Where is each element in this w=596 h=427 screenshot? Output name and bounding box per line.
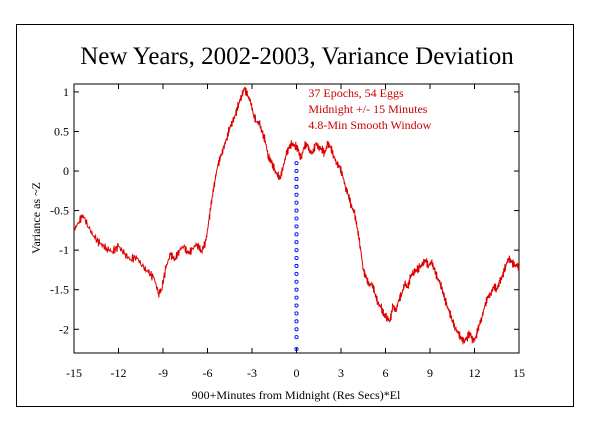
y-tick-label: -1 xyxy=(59,243,69,257)
x-tick-label: 12 xyxy=(469,366,481,380)
y-tick-label: 0.5 xyxy=(54,124,69,138)
marker-point xyxy=(294,184,299,189)
x-tick-label: 15 xyxy=(513,366,525,380)
marker-point xyxy=(294,327,299,332)
marker-point xyxy=(294,248,299,253)
annotation-line: 37 Epochs, 54 Eggs xyxy=(308,86,404,100)
marker-point xyxy=(294,295,299,300)
marker-point xyxy=(294,303,299,308)
marker-point xyxy=(294,287,299,292)
x-axis-label: 900+Minutes from Midnight (Res Secs)*El xyxy=(192,388,401,402)
marker-point xyxy=(294,176,299,181)
marker-point xyxy=(294,208,299,213)
midnight-markers xyxy=(294,161,299,352)
series-group xyxy=(73,86,520,345)
marker-point xyxy=(294,335,299,340)
plot-area xyxy=(73,83,520,354)
marker-point xyxy=(294,232,299,237)
marker-point xyxy=(294,271,299,276)
x-tick-label: 3 xyxy=(338,366,344,380)
x-tick-label: -6 xyxy=(203,366,213,380)
y-tick-label: -0.5 xyxy=(50,204,69,218)
annotation-line: 4.8-Min Smooth Window xyxy=(308,118,431,132)
marker-point xyxy=(294,319,299,324)
y-tick-label: 1 xyxy=(63,85,69,99)
y-tick-label: 0 xyxy=(63,164,69,178)
y-axis-label: Variance as ~Z xyxy=(29,182,43,254)
x-tick-label: -9 xyxy=(158,366,168,380)
x-tick-label: -12 xyxy=(111,366,127,380)
y-axis: 1 0.5 0 -0.5 -1 -1.5 -2 xyxy=(50,85,519,336)
x-tick-label: -3 xyxy=(247,366,257,380)
x-axis: -15 -12 -9 -6 -3 0 3 6 9 12 15 xyxy=(66,84,525,380)
marker-point xyxy=(294,216,299,221)
annotations: 37 Epochs, 54 Eggs Midnight +/- 15 Minute… xyxy=(308,86,431,132)
y-tick-label: -2 xyxy=(59,322,69,336)
marker-point xyxy=(294,192,299,197)
x-tick-label: -15 xyxy=(66,366,82,380)
marker-point xyxy=(294,256,299,261)
annotation-line: Midnight +/- 15 Minutes xyxy=(308,102,427,116)
marker-point xyxy=(294,263,299,269)
marker-point xyxy=(294,346,299,352)
x-tick-label: 6 xyxy=(383,366,389,380)
marker-point xyxy=(294,311,299,316)
marker-point xyxy=(294,168,299,174)
marker-point xyxy=(294,200,299,205)
marker-point xyxy=(294,161,299,166)
series-line xyxy=(73,86,520,345)
x-tick-label: 9 xyxy=(427,366,433,380)
x-tick-label: 0 xyxy=(294,366,300,380)
chart-title: New Years, 2002-2003, Variance Deviation xyxy=(80,43,514,70)
marker-point xyxy=(294,279,299,284)
chart-frame xyxy=(16,24,574,407)
y-tick-label: -1.5 xyxy=(50,283,69,297)
marker-point xyxy=(294,224,299,229)
marker-point xyxy=(294,240,299,245)
